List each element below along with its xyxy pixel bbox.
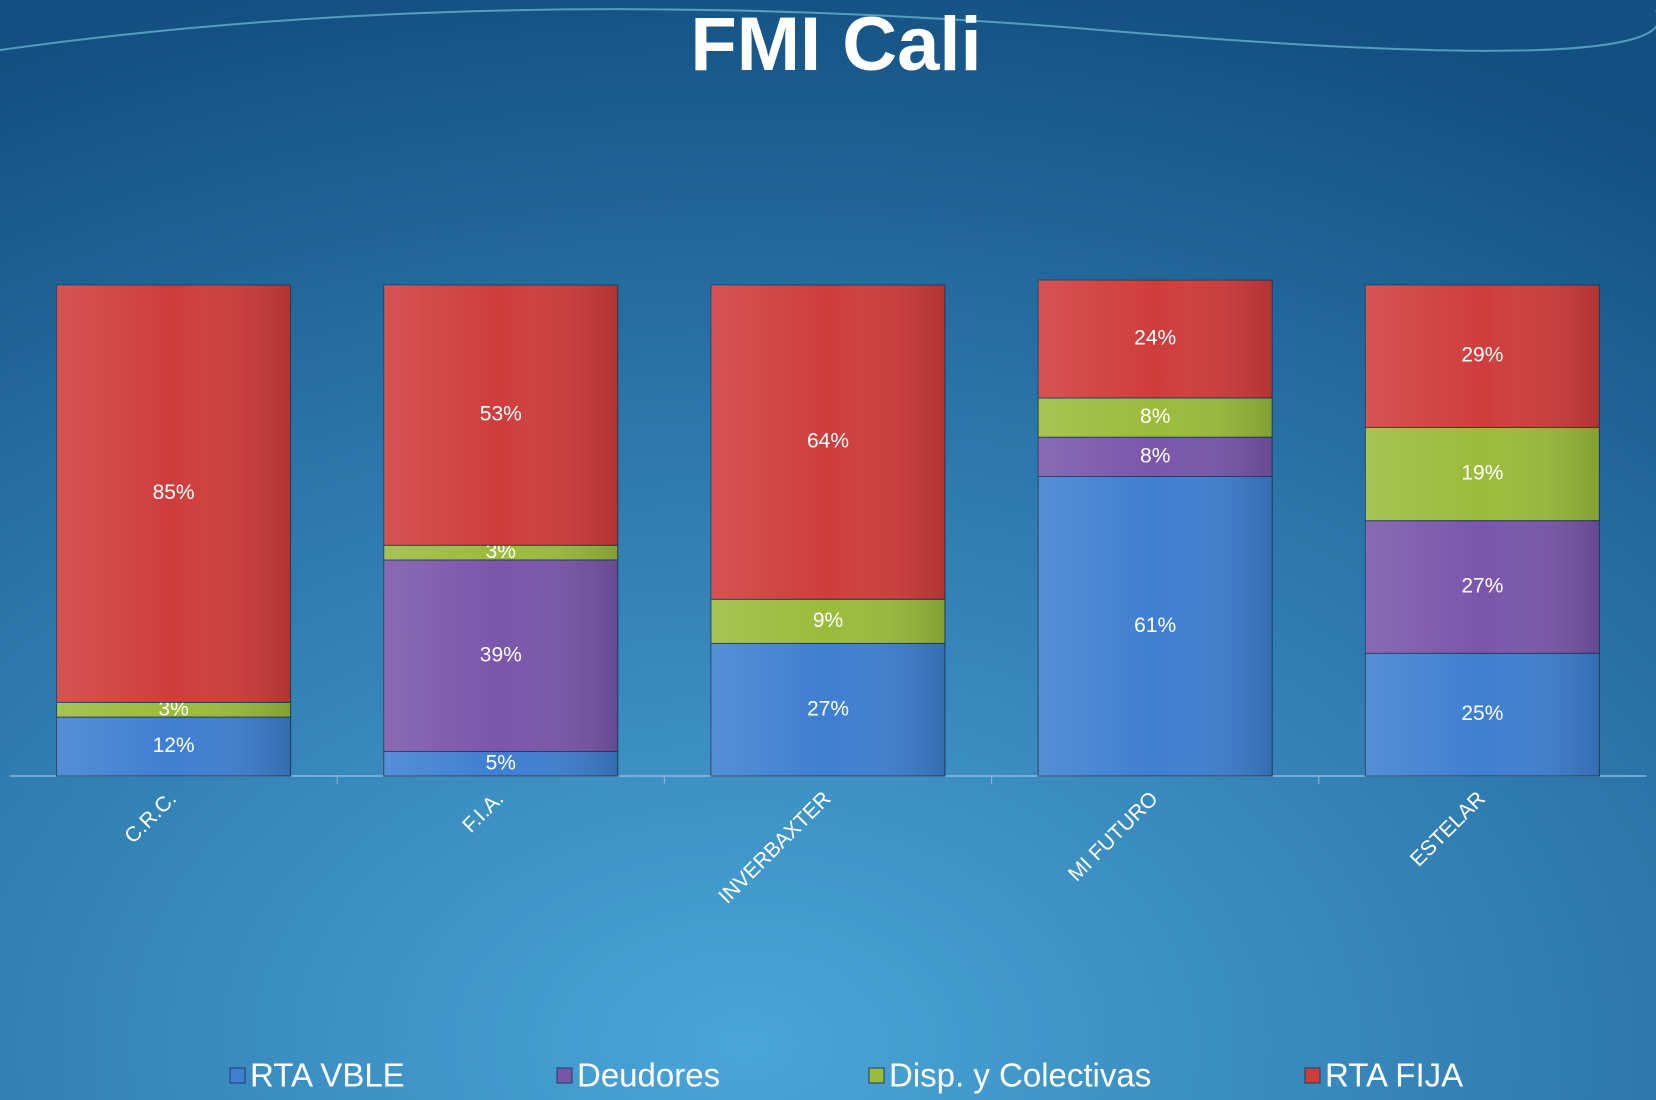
data-label: 24% [1134, 327, 1176, 350]
data-label: 25% [1461, 702, 1503, 725]
bar-shade [56, 285, 291, 703]
bar-shade [1365, 520, 1600, 654]
bar-shade [383, 545, 618, 560]
bar-shade [1038, 280, 1273, 398]
legend-label: Deudores [577, 1057, 720, 1094]
decor [0, 8, 1656, 52]
legend-swatch [229, 1067, 246, 1084]
data-label: 8% [1140, 444, 1170, 467]
legend-swatch [1304, 1067, 1321, 1084]
data-label: 5% [486, 751, 516, 774]
data-label: 8% [1140, 405, 1170, 428]
bar-shade [56, 702, 291, 718]
bar-shade [711, 285, 945, 600]
bar-shade [711, 643, 945, 776]
bar-shade [1365, 285, 1600, 428]
data-label: 64% [807, 430, 849, 453]
data-label: 29% [1461, 344, 1503, 367]
data-label: 3% [158, 697, 188, 720]
legend-label: RTA FIJA [1325, 1057, 1463, 1094]
data-label: 39% [480, 643, 522, 666]
legend-swatch [556, 1067, 573, 1084]
bar-shade [1038, 437, 1273, 477]
bar-shade [383, 285, 618, 546]
bar-shade [383, 751, 618, 776]
bar-shade [1038, 397, 1273, 438]
bar-shade [56, 717, 291, 776]
bar-shade [383, 559, 618, 752]
chart-title: FMI Cali [690, 2, 981, 87]
legend-label: Disp. y Colectivas [889, 1057, 1151, 1094]
data-label: 61% [1134, 614, 1176, 637]
legend-label: RTA VBLE [250, 1057, 405, 1094]
bar-shade [711, 599, 945, 644]
data-label: 53% [480, 403, 522, 426]
data-label: 9% [813, 609, 843, 632]
legend-swatch [868, 1067, 885, 1084]
data-label: 27% [807, 697, 849, 720]
data-label: 27% [1461, 575, 1503, 598]
data-label: 3% [486, 540, 516, 563]
data-label: 12% [153, 734, 195, 757]
bar-shade [1365, 427, 1600, 521]
bar-shade [1038, 476, 1273, 776]
data-label: 19% [1461, 462, 1503, 485]
bar-shade [1365, 653, 1600, 776]
data-label: 85% [153, 481, 195, 504]
